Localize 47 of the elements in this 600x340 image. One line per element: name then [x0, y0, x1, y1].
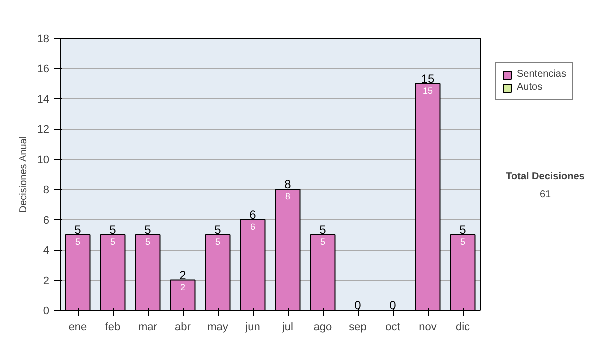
- total-label: 5: [144, 222, 152, 237]
- y-tick-label: 18: [37, 34, 50, 46]
- x-tick-label: jul: [281, 322, 294, 334]
- total-label: 5: [110, 222, 117, 237]
- y-tick-label: 16: [37, 64, 50, 76]
- data-label: 5: [110, 236, 116, 247]
- text: Total Decisiones: [506, 172, 586, 183]
- x-tick-label: may: [208, 322, 229, 334]
- x-tick-label: oct: [386, 322, 400, 334]
- total-label: 5: [74, 222, 82, 237]
- total-label: 15: [421, 72, 435, 86]
- data-label: 15: [422, 86, 434, 96]
- y-tick-label: 12: [37, 124, 50, 136]
- x-tick-label: ago: [314, 322, 332, 334]
- data-label: 5: [145, 236, 151, 247]
- x-tick-label: ene: [68, 322, 88, 334]
- data-label: 8: [285, 192, 291, 202]
- y-tick-label: 2: [43, 275, 50, 288]
- legend-label: Sentencias: [517, 69, 566, 80]
- x-tick-label: sep: [349, 322, 367, 334]
- y-tick-label: 6: [43, 214, 50, 227]
- total-label: 8: [284, 178, 292, 192]
- y-tick-label: 0: [43, 306, 50, 318]
- data-label: 5: [320, 236, 326, 247]
- x-tick-label: dic: [456, 322, 471, 334]
- y-axis-title: Decisiones Anual: [18, 136, 30, 214]
- data-label: 2: [180, 282, 186, 292]
- x-tick-label: nov: [419, 322, 438, 334]
- total-label: 6: [250, 208, 257, 222]
- total-label: 5: [214, 222, 222, 237]
- data-label: 5: [215, 236, 221, 247]
- data-label: 6: [250, 222, 256, 232]
- text: 61: [540, 190, 552, 201]
- data-label: 5: [460, 236, 466, 247]
- x-tick-label: feb: [105, 322, 121, 334]
- y-tick-label: 14: [37, 94, 50, 106]
- total-label: 5: [320, 222, 327, 237]
- y-tick-label: 8: [43, 184, 50, 197]
- legend-label: Autos: [517, 82, 543, 93]
- x-tick-label: abr: [175, 322, 192, 334]
- data-label: 5: [75, 236, 81, 247]
- x-tick-label: jun: [244, 322, 260, 334]
- total-label: 5: [460, 222, 467, 237]
- y-tick-label: 4: [43, 245, 50, 258]
- y-tick-label: 10: [37, 154, 50, 166]
- total-label: 2: [180, 268, 187, 282]
- x-tick-label: mar: [138, 322, 158, 334]
